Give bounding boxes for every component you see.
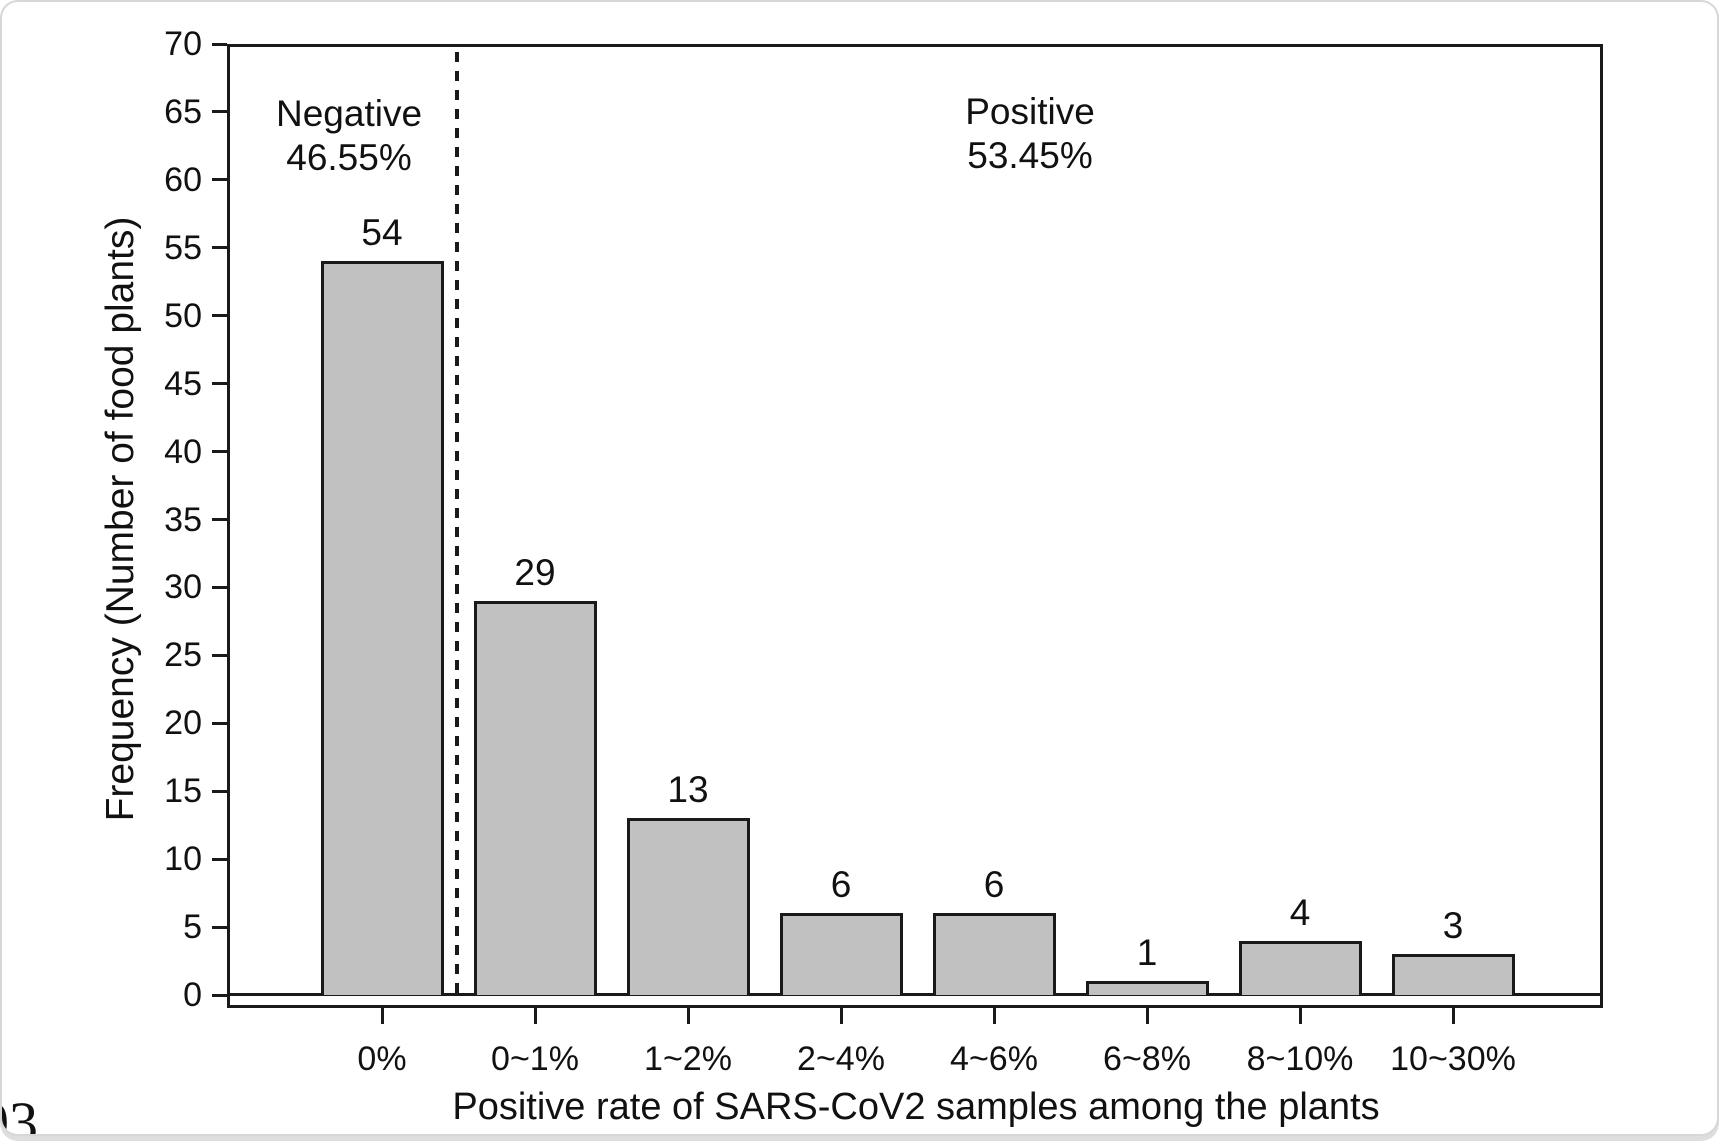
annotation-positive: Positive 53.45% [870, 90, 1190, 178]
annotation-negative-line2: 46.55% [286, 137, 412, 178]
y-tick-65 [212, 110, 227, 114]
x-axis-title: Positive rate of SARS-CoV2 samples among… [452, 1086, 1380, 1128]
x-tick-1~2% [686, 1008, 690, 1024]
y-tick-60 [212, 178, 227, 182]
y-tick-0 [212, 993, 227, 997]
y-tick-label-40: 40 [164, 432, 202, 471]
y-tick-label-30: 30 [164, 568, 202, 607]
bar-10~30% [1391, 954, 1515, 995]
x-tick-label-6~8%: 6~8% [1103, 1040, 1191, 1078]
y-tick-label-0: 0 [183, 976, 202, 1014]
bar-2~4% [779, 913, 903, 995]
bar-value-label-8~10%: 4 [1289, 891, 1311, 933]
bar-value-label-6~8%: 1 [1136, 932, 1158, 974]
bar-4~6% [932, 913, 1056, 995]
y-tick-20 [212, 721, 227, 725]
y-tick-label-35: 35 [164, 500, 202, 539]
negative-positive-divider-dashed-line [455, 52, 459, 995]
bar-value-label-1~2%: 13 [667, 769, 709, 811]
x-tick-2~4% [839, 1008, 843, 1024]
x-tick-0% [380, 1008, 384, 1024]
y-tick-35 [212, 518, 227, 521]
y-tick-label-10: 10 [164, 840, 202, 879]
y-tick-45 [212, 382, 227, 386]
x-tick-6~8% [1145, 1008, 1149, 1024]
x-tick-4~6% [992, 1008, 996, 1024]
y-tick-40 [212, 450, 227, 454]
y-tick-label-70: 70 [164, 25, 202, 63]
y-tick-10 [212, 857, 227, 861]
x-tick-10~30% [1451, 1008, 1455, 1024]
bar-value-label-4~6%: 6 [983, 864, 1005, 906]
y-tick-5 [212, 925, 227, 929]
bar-6~8% [1085, 981, 1209, 995]
y-tick-label-45: 45 [164, 364, 202, 403]
x-tick-8~10% [1298, 1008, 1302, 1024]
y-tick-label-15: 15 [164, 772, 202, 811]
x-tick-label-10~30%: 10~30% [1390, 1040, 1516, 1078]
x-tick-label-1~2%: 1~2% [644, 1040, 732, 1078]
bar-value-label-0%: 54 [361, 212, 403, 254]
x-tick-0~1% [533, 1008, 537, 1024]
y-tick-55 [212, 246, 227, 250]
annotation-positive-line1: Positive [965, 91, 1095, 132]
annotation-positive-line2: 53.45% [967, 135, 1093, 176]
y-tick-label-50: 50 [164, 296, 202, 335]
x-axis-baseline [227, 993, 1603, 996]
y-tick-label-20: 20 [164, 704, 202, 743]
x-tick-label-0~1%: 0~1% [491, 1040, 579, 1078]
x-tick-label-2~4%: 2~4% [797, 1040, 885, 1078]
bar-value-label-10~30%: 3 [1442, 905, 1464, 947]
y-tick-label-60: 60 [164, 160, 202, 199]
y-tick-label-55: 55 [164, 228, 202, 267]
bar-value-label-2~4%: 6 [830, 864, 852, 906]
bar-0~1% [473, 601, 597, 995]
y-tick-15 [212, 789, 227, 793]
x-tick-label-0%: 0% [357, 1040, 407, 1078]
bar-value-label-0~1%: 29 [514, 552, 556, 593]
y-tick-50 [212, 314, 227, 318]
y-tick-label-65: 65 [164, 92, 202, 131]
x-tick-label-4~6%: 4~6% [950, 1040, 1038, 1078]
y-tick-70 [212, 42, 227, 46]
y-tick-label-25: 25 [164, 636, 202, 675]
y-tick-25 [212, 653, 227, 657]
bar-0% [320, 261, 444, 995]
y-tick-label-5: 5 [183, 908, 202, 947]
cropped-figure-number: 03 [2, 1090, 38, 1136]
bar-1~2% [626, 818, 750, 995]
bar-8~10% [1238, 940, 1362, 995]
annotation-negative: Negative 46.55% [189, 92, 509, 180]
plot-frame [227, 44, 1603, 1008]
annotation-negative-line1: Negative [275, 93, 423, 134]
y-tick-30 [212, 585, 227, 589]
x-tick-label-8~10%: 8~10% [1246, 1040, 1354, 1078]
